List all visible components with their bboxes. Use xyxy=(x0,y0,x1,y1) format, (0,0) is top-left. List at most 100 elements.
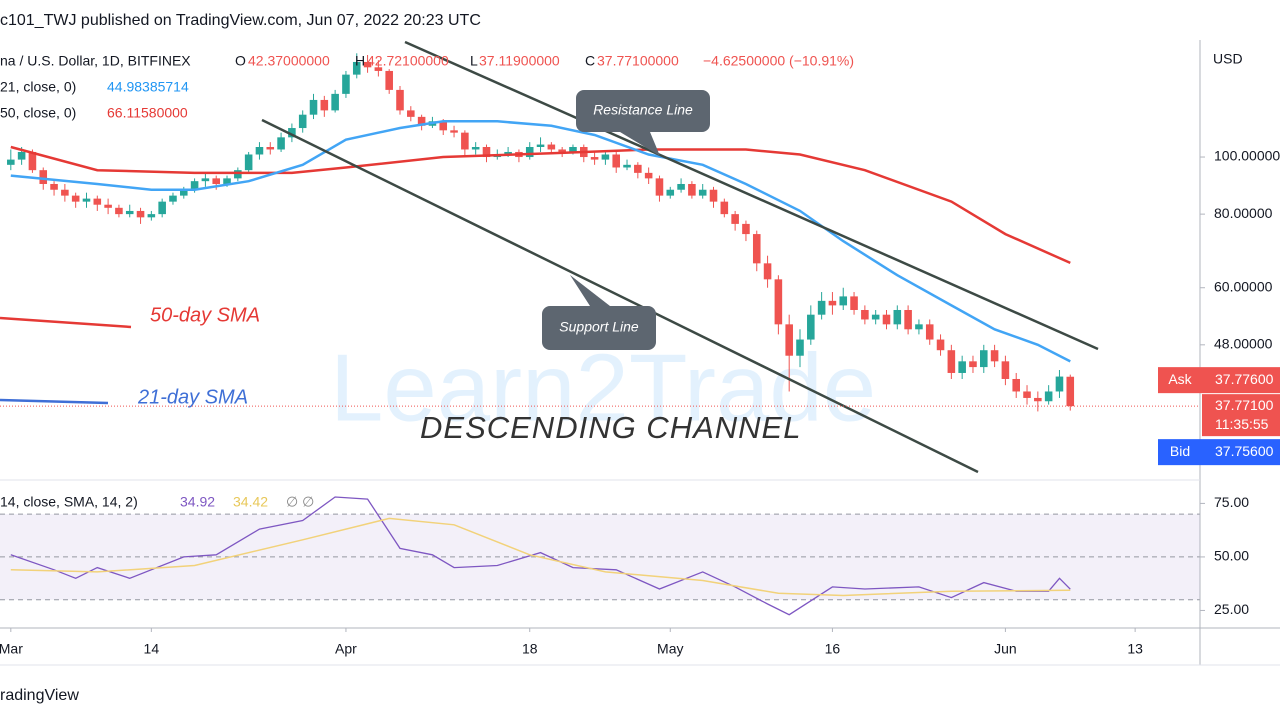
candle-body xyxy=(839,296,848,306)
ohlc-key: O xyxy=(235,53,246,69)
bid-value-box xyxy=(1202,439,1280,466)
y-tick-label: 60.00000 xyxy=(1214,278,1273,294)
candle-body xyxy=(396,89,404,111)
y-tick-label: 48.00000 xyxy=(1214,336,1273,352)
x-tick-label: Apr xyxy=(335,641,357,657)
candle-body xyxy=(634,164,642,173)
candle-body xyxy=(61,189,69,196)
candle-body xyxy=(752,234,761,264)
candle-body xyxy=(763,263,772,280)
candle-body xyxy=(904,309,912,330)
candle-body xyxy=(363,61,372,68)
indicator-value: 34.92 xyxy=(180,494,215,510)
y-axis-label: USD xyxy=(1213,51,1243,67)
y-tick-label: 80.00000 xyxy=(1214,205,1273,221)
candle-body xyxy=(958,361,966,373)
candle-body xyxy=(623,164,631,168)
ask-value-box xyxy=(1202,367,1280,394)
candle-body xyxy=(785,324,793,356)
candle-body xyxy=(82,198,91,202)
candle-body xyxy=(136,210,145,218)
candle-body xyxy=(298,114,307,129)
last-value: 37.77100 xyxy=(1215,397,1274,413)
x-tick-label: 18 xyxy=(522,641,538,657)
bid-label: Bid xyxy=(1170,443,1190,459)
x-tick-label: Jun xyxy=(994,641,1017,657)
watermark: Learn2Trade xyxy=(330,334,876,441)
candle-body xyxy=(742,223,750,235)
candle-body xyxy=(17,151,26,160)
annotation: 50-day SMA xyxy=(150,304,260,326)
indicator-value: ∅ ∅ xyxy=(286,494,314,510)
candle-body xyxy=(969,361,977,368)
last-value-box xyxy=(1202,394,1280,437)
bid-box xyxy=(1158,439,1202,466)
candle-body xyxy=(147,214,156,218)
candle-body xyxy=(828,300,837,306)
candle-body xyxy=(93,198,102,205)
candle-body xyxy=(255,146,264,155)
candle-body xyxy=(50,183,58,190)
candle-body xyxy=(374,67,383,71)
support-line xyxy=(261,118,979,474)
published: c101_TWJ published on TradingView.com, J… xyxy=(0,12,481,29)
candle-body xyxy=(266,146,275,150)
legend-line xyxy=(0,398,109,405)
resistance-line xyxy=(404,40,1099,351)
candle-body xyxy=(731,214,739,224)
candle-body xyxy=(871,314,880,320)
indicator-value: 44.98385714 xyxy=(107,79,189,95)
candle-body xyxy=(698,189,707,196)
candle-body xyxy=(536,144,545,147)
candle-body xyxy=(688,183,696,196)
callout-pointer xyxy=(620,132,660,156)
candle-body xyxy=(774,279,783,325)
candle-body xyxy=(7,159,15,165)
candle-body xyxy=(936,339,945,351)
candle-body xyxy=(590,157,599,160)
candle-body xyxy=(720,201,729,215)
candle-body xyxy=(471,146,480,150)
footer: radingView xyxy=(0,687,79,704)
x-tick-label: 16 xyxy=(825,641,841,657)
candle-body xyxy=(817,300,826,315)
change: −4.62500000 (−10.91%) xyxy=(703,53,854,69)
countdown: 11:35:55 xyxy=(1215,416,1269,432)
candle-body xyxy=(666,189,675,196)
candle-body xyxy=(850,296,858,310)
candle-body xyxy=(461,132,469,150)
candle-body xyxy=(1055,376,1064,392)
x-tick-label: Mar xyxy=(0,641,23,657)
candle-body xyxy=(482,146,491,158)
candle-body xyxy=(1012,378,1020,392)
indicator-value: 66.11580000 xyxy=(107,105,188,121)
candle-body xyxy=(320,99,329,111)
ohlc-value: 42.37000000 xyxy=(248,53,330,69)
candle-body xyxy=(277,137,285,150)
line-series xyxy=(10,120,1071,363)
candle-body xyxy=(104,204,112,208)
callout-pointer xyxy=(570,275,610,306)
candle-body xyxy=(407,110,415,117)
candle-body xyxy=(352,61,361,75)
ask-value: 37.77600 xyxy=(1215,371,1274,387)
bid-value: 37.75600 xyxy=(1215,443,1274,459)
candle-body xyxy=(677,183,685,190)
candle-body xyxy=(644,172,653,179)
candle-body xyxy=(1034,397,1042,402)
x-tick-label: 14 xyxy=(144,641,160,657)
candle-body xyxy=(223,178,231,184)
candle-body xyxy=(1044,391,1053,402)
candle-body xyxy=(915,324,923,330)
callout-text: Resistance Line xyxy=(593,102,693,118)
candle-body xyxy=(244,154,253,171)
candle-body xyxy=(601,154,610,160)
candle-body xyxy=(331,93,339,111)
annotation: 21-day SMA xyxy=(137,386,248,408)
ohlc-key: H xyxy=(355,53,365,69)
ohlc-value: 37.11900000 xyxy=(479,53,560,69)
ohlc-key: C xyxy=(585,53,595,69)
candle-body xyxy=(612,154,620,168)
candle-body xyxy=(861,309,869,320)
candle-body xyxy=(796,339,804,356)
